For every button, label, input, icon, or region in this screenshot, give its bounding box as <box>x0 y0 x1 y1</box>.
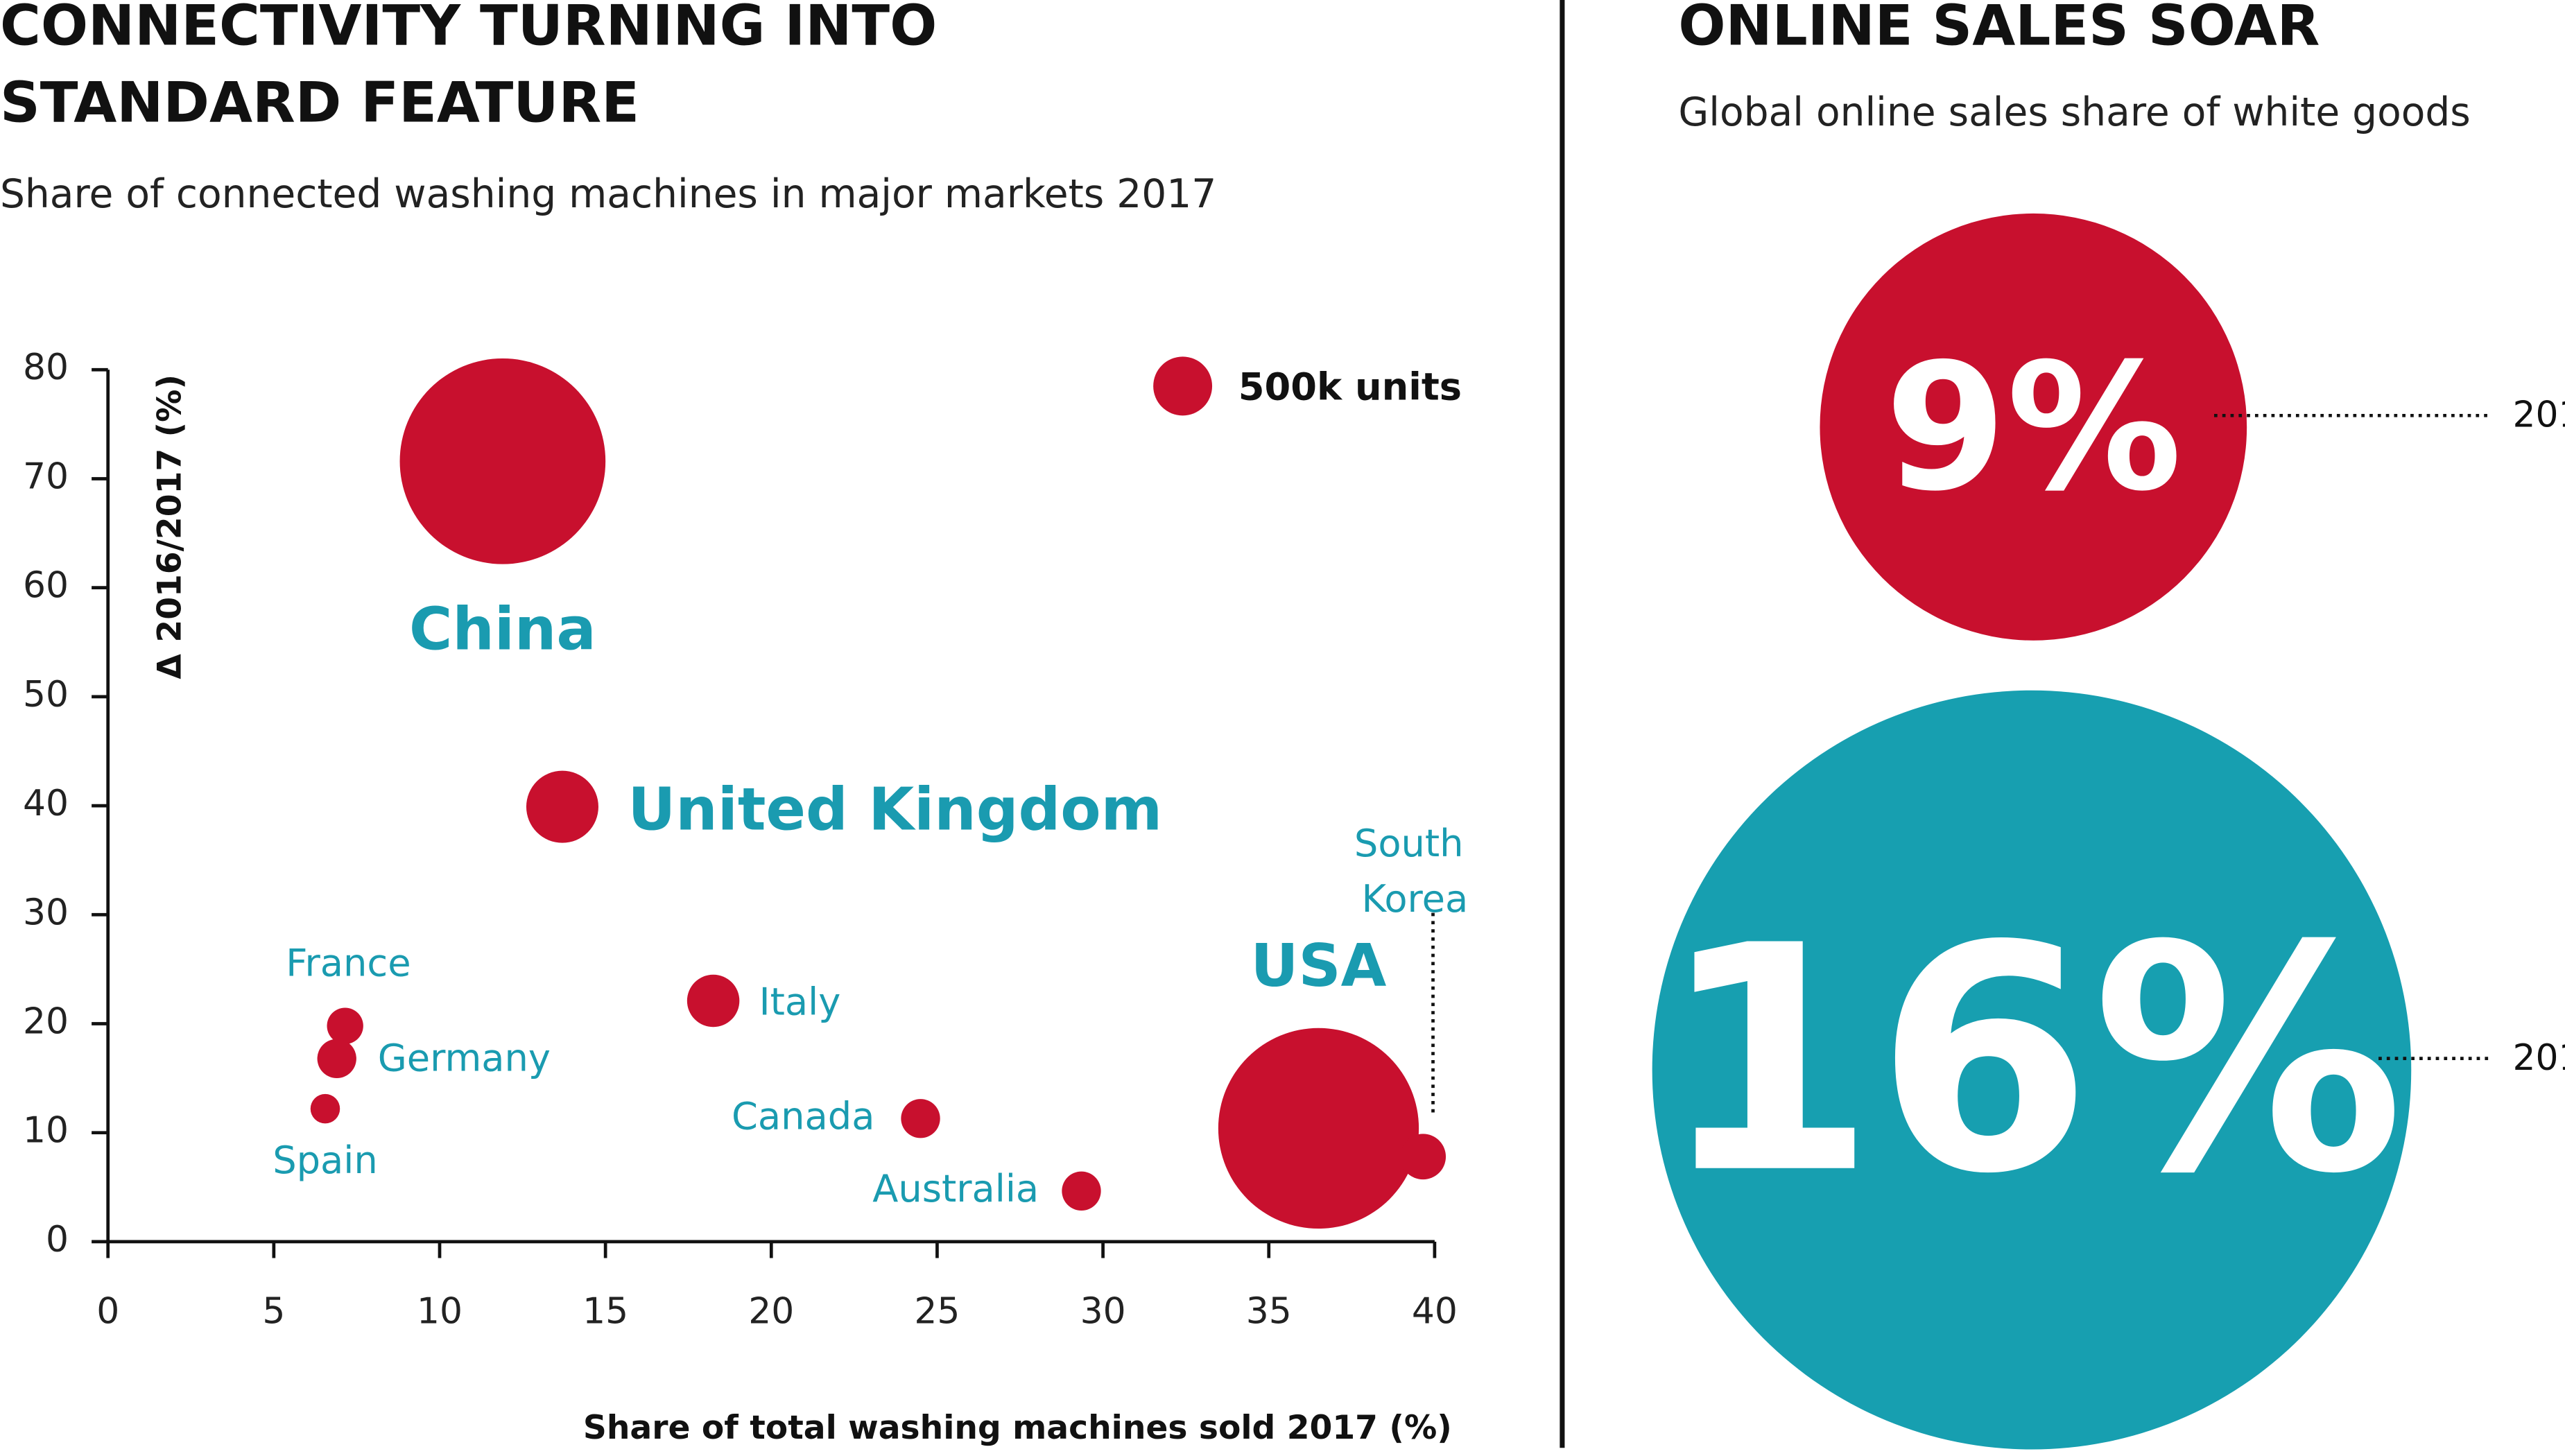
point-label: China <box>409 595 596 664</box>
point-label: Italy <box>759 980 841 1023</box>
point-label: South Korea <box>1354 822 1476 921</box>
bubble <box>327 1007 363 1044</box>
bubble <box>310 1093 340 1124</box>
x-tick-label: 35 <box>1246 1291 1292 1333</box>
x-tick-label: 30 <box>1080 1291 1126 1333</box>
y-tick-label: 20 <box>23 1000 69 1042</box>
point-label: Australia <box>872 1167 1039 1211</box>
point-label: Germany <box>378 1036 551 1080</box>
chart-subtitle: Share of connected washing machines in m… <box>0 171 1216 217</box>
value-label: 16% <box>1659 879 2404 1242</box>
year-label: 2012 <box>2513 395 2565 436</box>
chart-title: STANDARD FEATURE <box>0 70 639 135</box>
y-tick-label: 30 <box>23 892 69 933</box>
size-legend-label: 500k units <box>1238 365 1462 409</box>
bubble <box>317 1039 356 1078</box>
x-tick-label: 5 <box>262 1291 285 1333</box>
x-tick-label: 40 <box>1412 1291 1458 1333</box>
bubble <box>1400 1134 1446 1180</box>
share-circle <box>1652 690 2412 1450</box>
point-label: Canada <box>732 1094 874 1138</box>
bubble <box>1062 1171 1101 1211</box>
bubble <box>526 770 598 843</box>
y-tick-label: 50 <box>23 674 69 716</box>
point-label: United Kingdom <box>628 776 1162 844</box>
y-tick-label: 60 <box>23 565 69 607</box>
chart-title: ONLINE SALES SOAR <box>1678 0 2320 58</box>
y-tick-label: 70 <box>23 456 69 497</box>
x-tick-label: 0 <box>96 1291 119 1333</box>
bubble <box>686 974 740 1028</box>
x-axis-label: Share of total washing machines sold 201… <box>583 1409 1452 1447</box>
x-tick-label: 25 <box>914 1291 960 1333</box>
year-label: 2017 <box>2513 1037 2565 1079</box>
bubble <box>1218 1028 1419 1229</box>
value-label: 9% <box>1885 326 2182 530</box>
y-tick-label: 40 <box>23 783 69 824</box>
point-label: Spain <box>273 1138 378 1182</box>
point-label: USA <box>1251 932 1387 1000</box>
y-tick-label: 10 <box>23 1110 69 1152</box>
share-circle <box>1820 213 2247 641</box>
x-tick-label: 10 <box>417 1291 463 1333</box>
y-tick-label: 80 <box>23 347 69 388</box>
bubble <box>901 1099 940 1138</box>
point-label: France <box>286 941 411 985</box>
chart-subtitle: Global online sales share of white goods <box>1678 89 2470 135</box>
x-tick-label: 20 <box>748 1291 794 1333</box>
chart-title: CONNECTIVITY TURNING INTO <box>0 0 937 58</box>
bubble <box>399 358 606 564</box>
y-tick-label: 0 <box>46 1219 69 1260</box>
size-legend-bubble <box>1153 356 1213 416</box>
y-axis-label: Δ 2016/2017 (%) <box>151 374 189 679</box>
x-tick-label: 15 <box>582 1291 628 1333</box>
